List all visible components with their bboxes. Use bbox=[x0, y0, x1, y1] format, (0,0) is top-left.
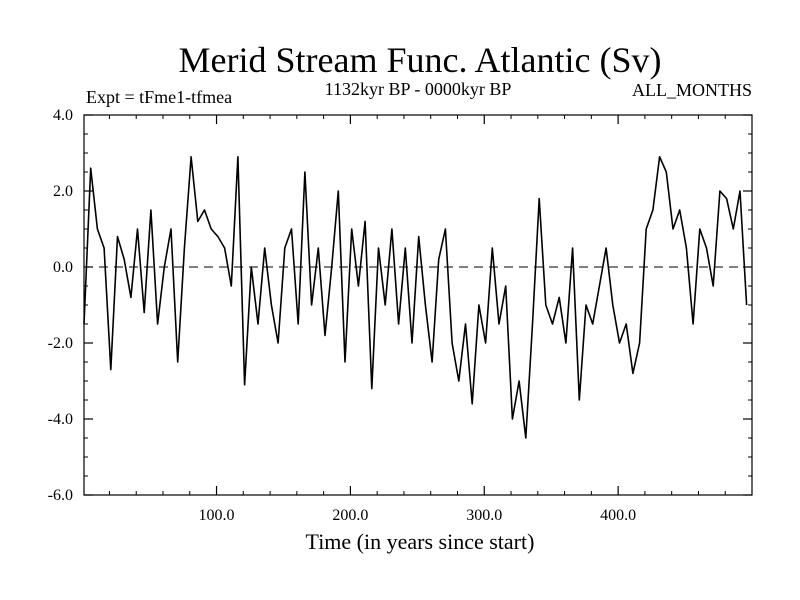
series-line bbox=[83, 156, 748, 439]
y-tick-label: 2.0 bbox=[53, 183, 73, 200]
y-tick-label: 4.0 bbox=[53, 107, 73, 124]
time-range-label: 1132kyr BP - 0000kyr BP bbox=[325, 79, 512, 99]
plot-frame bbox=[83, 114, 753, 496]
y-tick-label: -2.0 bbox=[48, 335, 73, 352]
x-axis: 100.0 200.0 300.0 400.0 bbox=[199, 115, 636, 524]
experiment-label: Expt = tFme1-tfmea bbox=[86, 87, 232, 107]
chart-title: Merid Stream Func. Atlantic (Sv) bbox=[179, 40, 662, 80]
months-label: ALL_MONTHS bbox=[632, 80, 752, 100]
y-tick-label: -6.0 bbox=[48, 487, 73, 504]
x-tick-label: 200.0 bbox=[332, 507, 368, 524]
y-tick-label: 0.0 bbox=[53, 259, 73, 276]
minor-ticks bbox=[84, 115, 752, 495]
y-tick-label: -4.0 bbox=[48, 411, 73, 428]
x-axis-label: Time (in years since start) bbox=[306, 529, 535, 554]
x-tick-label: 100.0 bbox=[199, 507, 235, 524]
x-tick-label: 400.0 bbox=[600, 507, 636, 524]
y-axis: -6.0 -4.0 -2.0 0.0 2.0 4.0 bbox=[48, 107, 752, 504]
x-tick-label: 300.0 bbox=[466, 507, 502, 524]
